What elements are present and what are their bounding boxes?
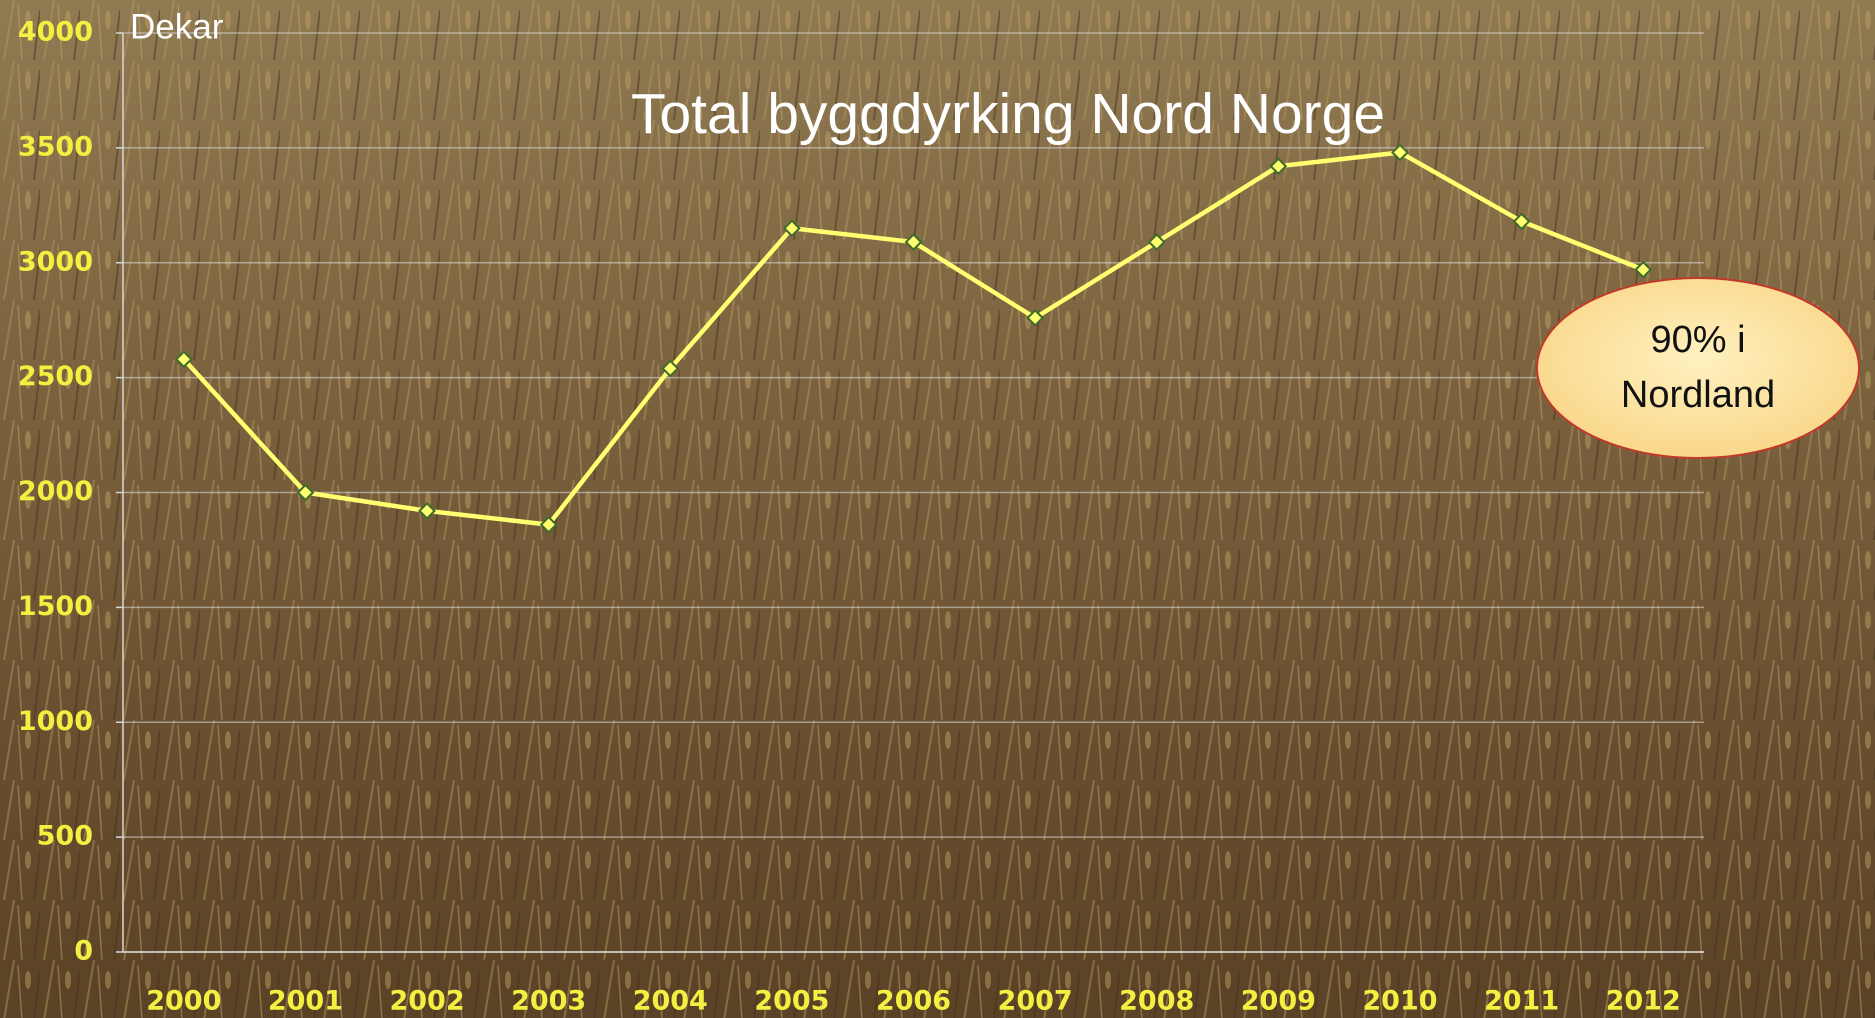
y-tick-label: 500 <box>37 821 93 852</box>
x-tick-label: 2009 <box>1241 986 1316 1017</box>
chart: Total byggdyrking Nord Norge Dekar 90% i… <box>0 0 1875 1018</box>
y-tick-label: 2500 <box>18 361 93 392</box>
x-tick-label: 2001 <box>268 986 343 1017</box>
chart-title: Total byggdyrking Nord Norge <box>631 82 1385 146</box>
y-tick-label: 3000 <box>18 246 93 277</box>
annotation-line: Nordland <box>1621 374 1775 416</box>
y-tick-label: 4000 <box>18 17 93 48</box>
y-tick-label: 2000 <box>18 476 93 507</box>
y-tick-label: 1500 <box>18 591 93 622</box>
x-tick-label: 2000 <box>146 986 221 1017</box>
x-tick-label: 2003 <box>511 986 586 1017</box>
x-tick-label: 2010 <box>1362 986 1437 1017</box>
y-tick-label: 0 <box>74 936 93 967</box>
page: {"chart_data": {"type": "line", "title":… <box>0 0 1875 1018</box>
y-axis-label: Dekar <box>130 7 224 46</box>
x-tick-label: 2011 <box>1484 986 1559 1017</box>
y-tick-label: 1000 <box>18 706 93 737</box>
x-tick-label: 2004 <box>633 986 708 1017</box>
x-tick-label: 2006 <box>876 986 951 1017</box>
x-tick-label: 2005 <box>754 986 829 1017</box>
x-tick-label: 2012 <box>1606 986 1681 1017</box>
annotation-line: 90% i <box>1650 319 1745 361</box>
y-tick-label: 3500 <box>18 131 93 162</box>
x-tick-label: 2002 <box>389 986 464 1017</box>
x-tick-label: 2008 <box>1119 986 1194 1017</box>
background-texture <box>0 0 1875 1018</box>
x-tick-label: 2007 <box>998 986 1073 1017</box>
annotation-bubble <box>1537 278 1859 458</box>
